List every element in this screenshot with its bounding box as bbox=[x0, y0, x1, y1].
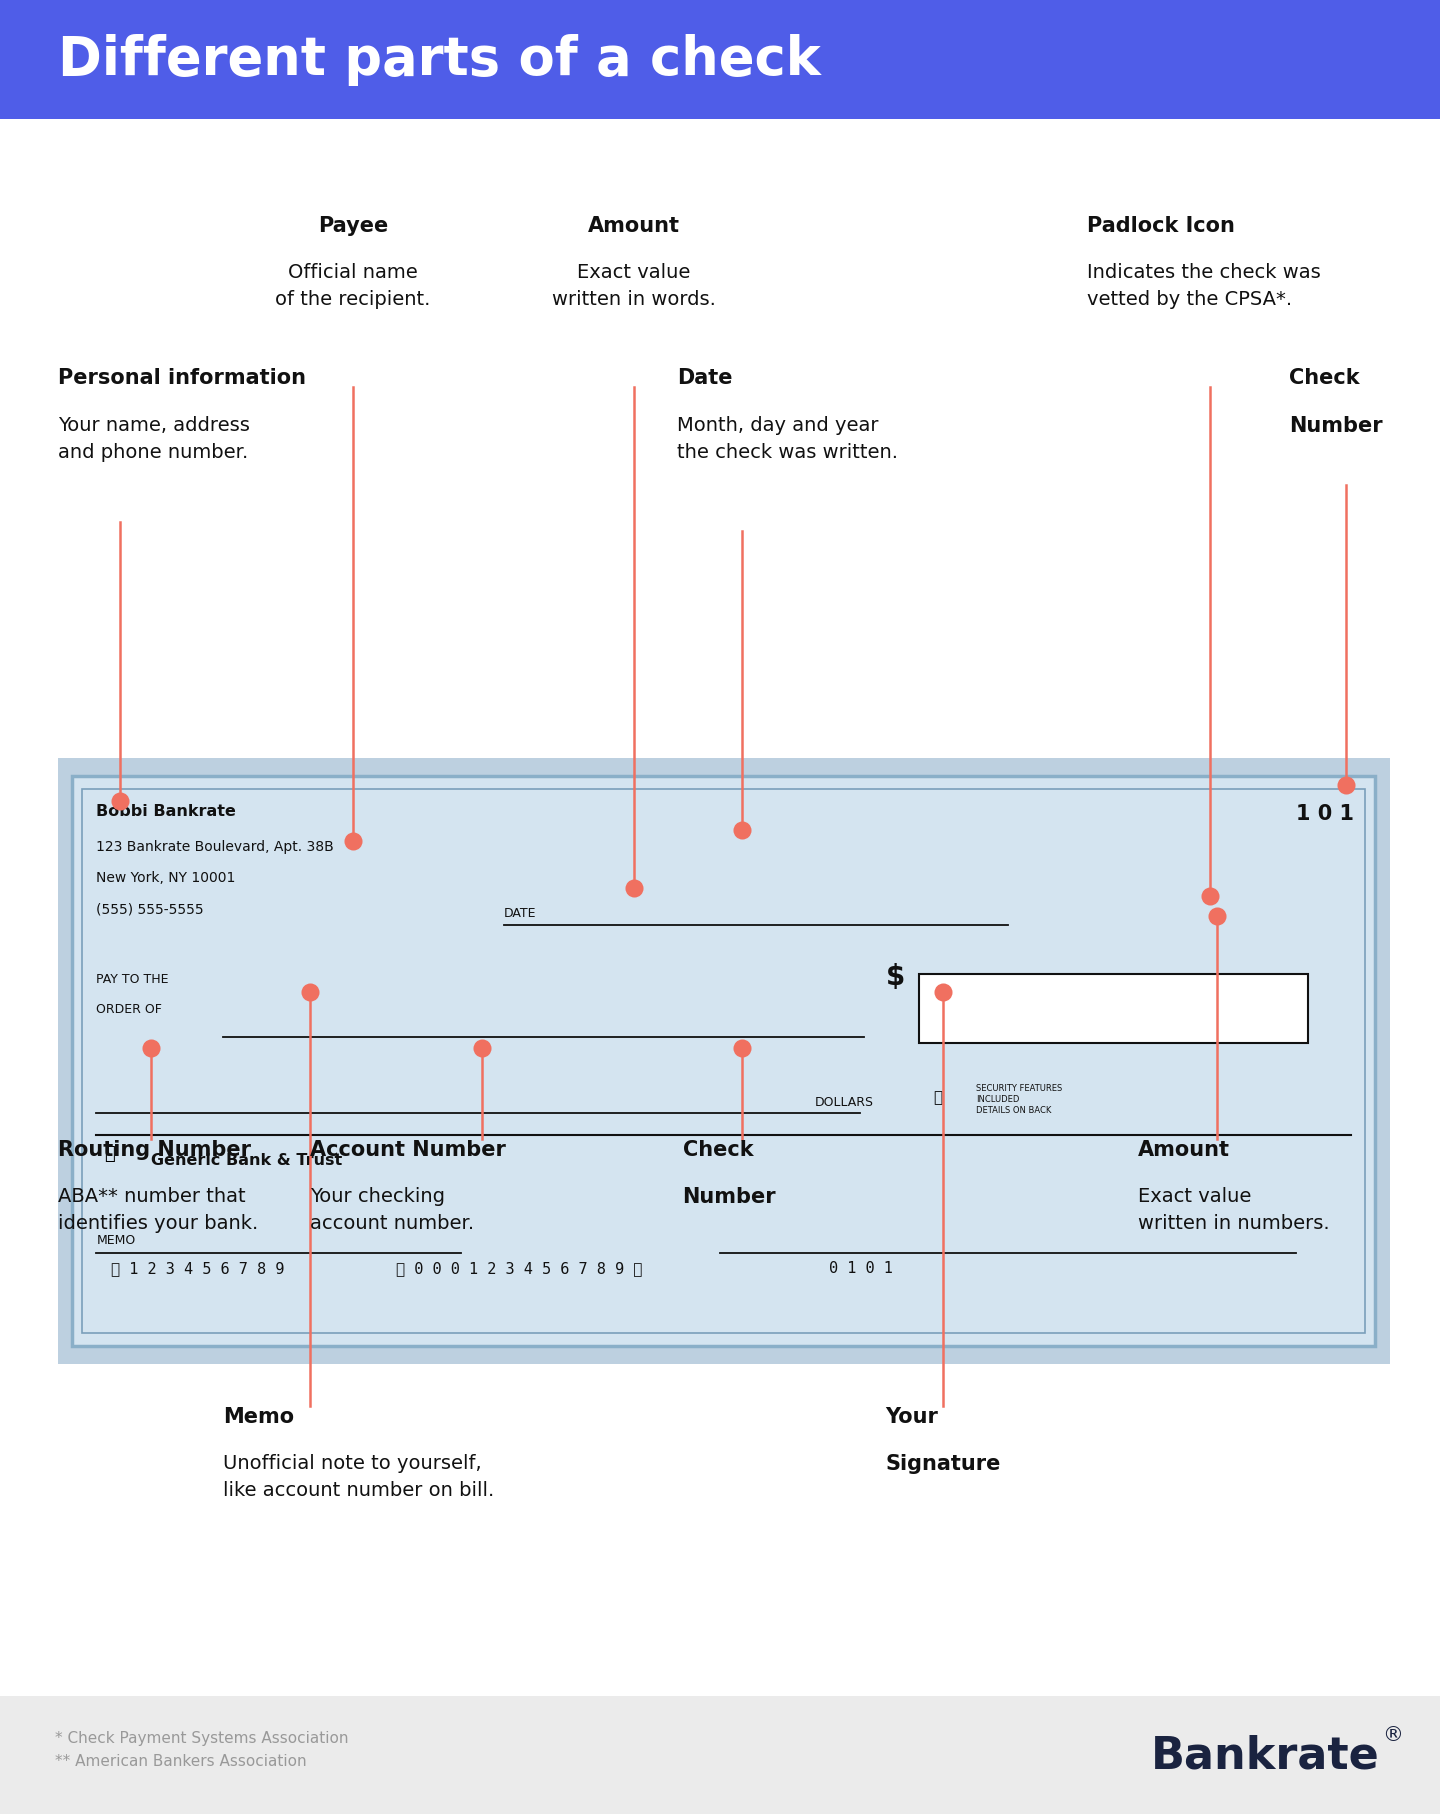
Text: SECURITY FEATURES
INCLUDED
DETAILS ON BACK: SECURITY FEATURES INCLUDED DETAILS ON BA… bbox=[976, 1083, 1063, 1114]
Text: Payee: Payee bbox=[318, 216, 387, 236]
Text: Different parts of a check: Different parts of a check bbox=[58, 34, 821, 85]
Text: Check: Check bbox=[683, 1139, 753, 1159]
Bar bbox=[0, 0, 1440, 120]
Text: 🔒: 🔒 bbox=[933, 1090, 942, 1105]
Text: ®: ® bbox=[1382, 1723, 1403, 1743]
Bar bbox=[82, 789, 1365, 1333]
Bar bbox=[58, 758, 1390, 1364]
Text: MEMO: MEMO bbox=[96, 1234, 135, 1246]
Text: DATE: DATE bbox=[504, 907, 537, 920]
Bar bbox=[919, 974, 1308, 1043]
Text: Padlock Icon: Padlock Icon bbox=[1087, 216, 1236, 236]
Text: ABA** number that
identifies your bank.: ABA** number that identifies your bank. bbox=[58, 1186, 258, 1232]
Text: Your checking
account number.: Your checking account number. bbox=[310, 1186, 474, 1232]
Text: 123 Bankrate Boulevard, Apt. 38B: 123 Bankrate Boulevard, Apt. 38B bbox=[96, 840, 334, 854]
Text: Amount: Amount bbox=[1138, 1139, 1230, 1159]
Text: Signature: Signature bbox=[886, 1453, 1001, 1473]
Text: Personal information: Personal information bbox=[58, 368, 305, 388]
Text: Exact value
written in words.: Exact value written in words. bbox=[552, 263, 716, 308]
Text: Generic Bank & Trust: Generic Bank & Trust bbox=[151, 1152, 343, 1166]
Text: Unofficial note to yourself,
like account number on bill.: Unofficial note to yourself, like accoun… bbox=[223, 1453, 494, 1498]
Text: Exact value
written in numbers.: Exact value written in numbers. bbox=[1138, 1186, 1329, 1232]
Text: Month, day and year
the check was written.: Month, day and year the check was writte… bbox=[677, 415, 897, 461]
Text: $: $ bbox=[886, 963, 904, 990]
Text: * Check Payment Systems Association
** American Bankers Association: * Check Payment Systems Association ** A… bbox=[55, 1731, 348, 1769]
Text: Number: Number bbox=[1289, 415, 1382, 435]
Text: PAY TO THE: PAY TO THE bbox=[96, 972, 168, 985]
Text: 1 0 1: 1 0 1 bbox=[1296, 804, 1354, 824]
Bar bbox=[0, 1696, 1440, 1814]
Text: DOLLARS: DOLLARS bbox=[815, 1096, 874, 1108]
Text: (555) 555-5555: (555) 555-5555 bbox=[96, 902, 204, 916]
Text: Bankrate: Bankrate bbox=[1151, 1734, 1380, 1776]
Text: Amount: Amount bbox=[588, 216, 680, 236]
Text: Indicates the check was
vetted by the CPSA*.: Indicates the check was vetted by the CP… bbox=[1087, 263, 1320, 308]
Text: Memo: Memo bbox=[223, 1406, 294, 1426]
Text: Number: Number bbox=[683, 1186, 776, 1206]
Text: Account Number: Account Number bbox=[310, 1139, 505, 1159]
Bar bbox=[72, 776, 1375, 1346]
Text: ⑆ 1 2 3 4 5 6 7 8 9: ⑆ 1 2 3 4 5 6 7 8 9 bbox=[111, 1261, 284, 1275]
Text: Official name
of the recipient.: Official name of the recipient. bbox=[275, 263, 431, 308]
Text: ⑆ 0 0 0 1 2 3 4 5 6 7 8 9 ⑆: ⑆ 0 0 0 1 2 3 4 5 6 7 8 9 ⑆ bbox=[396, 1261, 642, 1275]
Text: New York, NY 10001: New York, NY 10001 bbox=[96, 871, 236, 885]
Text: ORDER OF: ORDER OF bbox=[96, 1003, 163, 1016]
Text: Bobbi Bankrate: Bobbi Bankrate bbox=[96, 804, 236, 818]
Text: Your name, address
and phone number.: Your name, address and phone number. bbox=[58, 415, 249, 461]
Text: 🏦: 🏦 bbox=[104, 1145, 114, 1163]
Text: 0 1 0 1: 0 1 0 1 bbox=[829, 1261, 893, 1275]
Text: Your: Your bbox=[886, 1406, 939, 1426]
Text: Routing Number: Routing Number bbox=[58, 1139, 251, 1159]
Text: Date: Date bbox=[677, 368, 733, 388]
Text: Check: Check bbox=[1289, 368, 1359, 388]
